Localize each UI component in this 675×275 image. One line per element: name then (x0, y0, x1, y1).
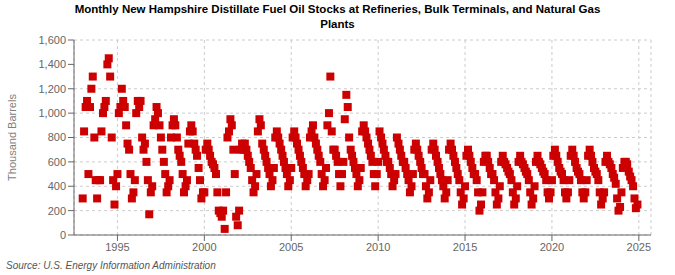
svg-text:1995: 1995 (105, 241, 129, 253)
svg-text:2000: 2000 (192, 241, 216, 253)
html-text:Source: U.S. Energy Informatio: Source: U.S. Energy Information Administ… (6, 260, 216, 271)
svg-text:0: 0 (60, 229, 66, 241)
svg-text:Thousand Barrels: Thousand Barrels (8, 94, 18, 181)
svg-text:400: 400 (48, 180, 66, 192)
html-text:Plants: Plants (320, 18, 355, 30)
svg-text:1,200: 1,200 (38, 83, 66, 95)
svg-text:2025: 2025 (627, 241, 651, 253)
svg-text:1,600: 1,600 (38, 34, 66, 46)
svg-text:1,000: 1,000 (38, 107, 66, 119)
svg-text:2005: 2005 (279, 241, 303, 253)
svg-text:2010: 2010 (366, 241, 390, 253)
html-text:Monthly New Hampshire Distilla: Monthly New Hampshire Distillate Fuel Oi… (74, 3, 601, 15)
svg-text:800: 800 (48, 131, 66, 143)
svg-text:200: 200 (48, 205, 66, 217)
svg-text:2020: 2020 (540, 241, 564, 253)
svg-text:1,400: 1,400 (38, 58, 66, 70)
svg-text:600: 600 (48, 156, 66, 168)
svg-text:2015: 2015 (453, 241, 477, 253)
